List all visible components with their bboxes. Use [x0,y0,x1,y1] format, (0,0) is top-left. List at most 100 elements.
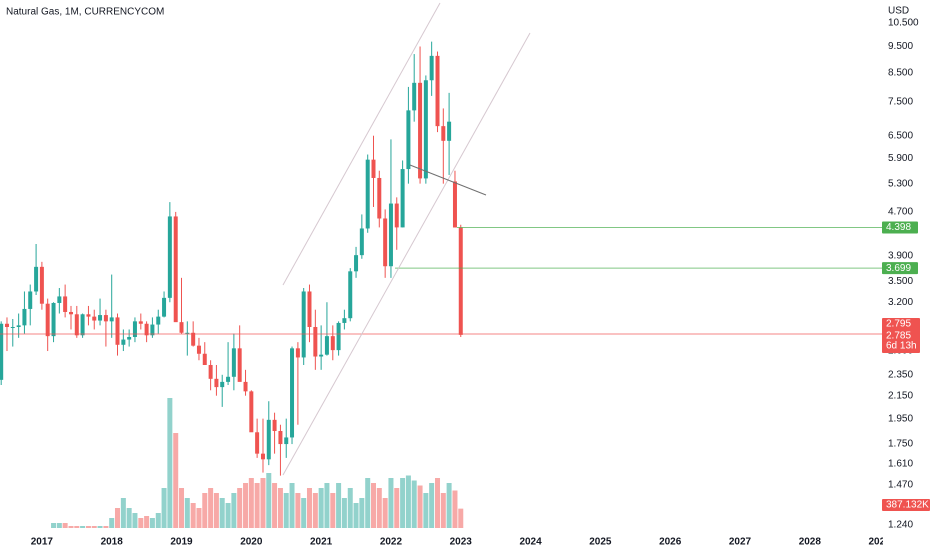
volume-bar [289,483,295,528]
volume-bar [417,485,423,528]
candle-body [39,266,44,304]
volume-label: 387.132K [886,500,929,511]
y-tick-label: 4.700 [888,207,913,218]
volume-bar [458,508,464,528]
candle-body [458,227,463,335]
chart-title: Natural Gas, 1M, CURRENCYCOM [6,7,164,18]
y-tick-label: 9.500 [888,41,913,52]
candle-body [452,181,457,228]
volume-bar [237,488,243,528]
channel-upper [282,2,441,286]
x-tick-label: 2029 [869,537,892,548]
volume-bar [440,493,446,528]
candle-body [173,216,178,323]
candle-body [406,110,411,170]
candle-body [156,316,161,325]
candle-body [342,318,347,323]
volume-bar [266,473,272,528]
candle-body [121,339,126,345]
candle-body [132,321,137,337]
candle-body [365,159,370,229]
volume-bar [138,518,144,528]
candle-body [63,296,68,312]
candle-body [255,432,260,454]
candle-body [249,391,254,433]
x-tick-label: 2018 [101,537,124,548]
candle-body [307,291,312,327]
candle-body [284,437,289,445]
candle-body [354,255,359,272]
y-tick-label: 5.300 [888,178,913,189]
volume-bar [359,498,365,528]
currency-label: USD [888,6,909,17]
candle-body [336,322,341,351]
candle-body [144,323,149,336]
candle-body [202,353,207,365]
candle-body [86,314,91,317]
y-tick-label: 3.500 [888,276,913,287]
candle-body [295,348,300,358]
candle-body [4,323,9,327]
volume-bar [405,475,411,528]
candle-body [80,314,85,336]
candle-body [92,316,97,321]
volume-bar [202,493,208,528]
candle-body [231,348,236,377]
price-label: 3.699 [886,263,911,274]
candle-body [226,376,231,382]
candle-body [214,378,219,388]
volume-bar [306,488,312,528]
candle-body [115,317,120,345]
candle-body [34,266,39,292]
y-tick-label: 1.610 [888,458,913,469]
candle-body [10,326,15,328]
x-tick-label: 2023 [450,537,473,548]
volume-bar [184,498,190,528]
candle-body [237,348,242,382]
price-label: 4.398 [886,222,911,233]
candle-body [394,203,399,228]
volume-bar [85,526,91,528]
candle-body [330,336,335,351]
price-label-box [882,262,918,275]
candle-body [278,431,283,445]
volume-bar [429,483,435,528]
volume-bar [91,526,97,528]
candle-body [383,218,388,267]
candle-body [324,336,329,355]
volume-bar [301,498,307,528]
candle-body [435,55,440,127]
candle-body [138,321,143,324]
candle-body [74,314,79,336]
candle-body [371,159,376,178]
candle-body [162,297,167,317]
x-tick-label: 2020 [240,537,263,548]
y-tick-label: 7.500 [888,97,913,108]
candle-body [185,332,190,334]
candle-body [179,322,184,333]
volume-bar [248,478,254,528]
last-close-label: 2.785 [886,331,911,342]
volume-bar [56,523,62,528]
volume-bar [341,498,347,528]
volume-bar [400,478,406,528]
candle-body [429,55,434,81]
volume-bar [173,433,179,528]
volume-bar [283,493,289,528]
volume-bar [272,483,278,528]
trend-line [409,164,487,196]
volume-bar [225,503,231,528]
candle-body [319,354,324,357]
volume-bar [161,488,167,528]
candle-body [167,216,172,298]
volume-bar [120,498,126,528]
y-tick-label: 5.900 [888,153,913,164]
price-axis-panel [883,0,932,550]
volume-bar [435,478,441,528]
y-tick-label: 2.350 [888,369,913,380]
x-tick-label: 2022 [380,537,403,548]
volume-bar [62,523,68,528]
candle-body [57,296,62,303]
